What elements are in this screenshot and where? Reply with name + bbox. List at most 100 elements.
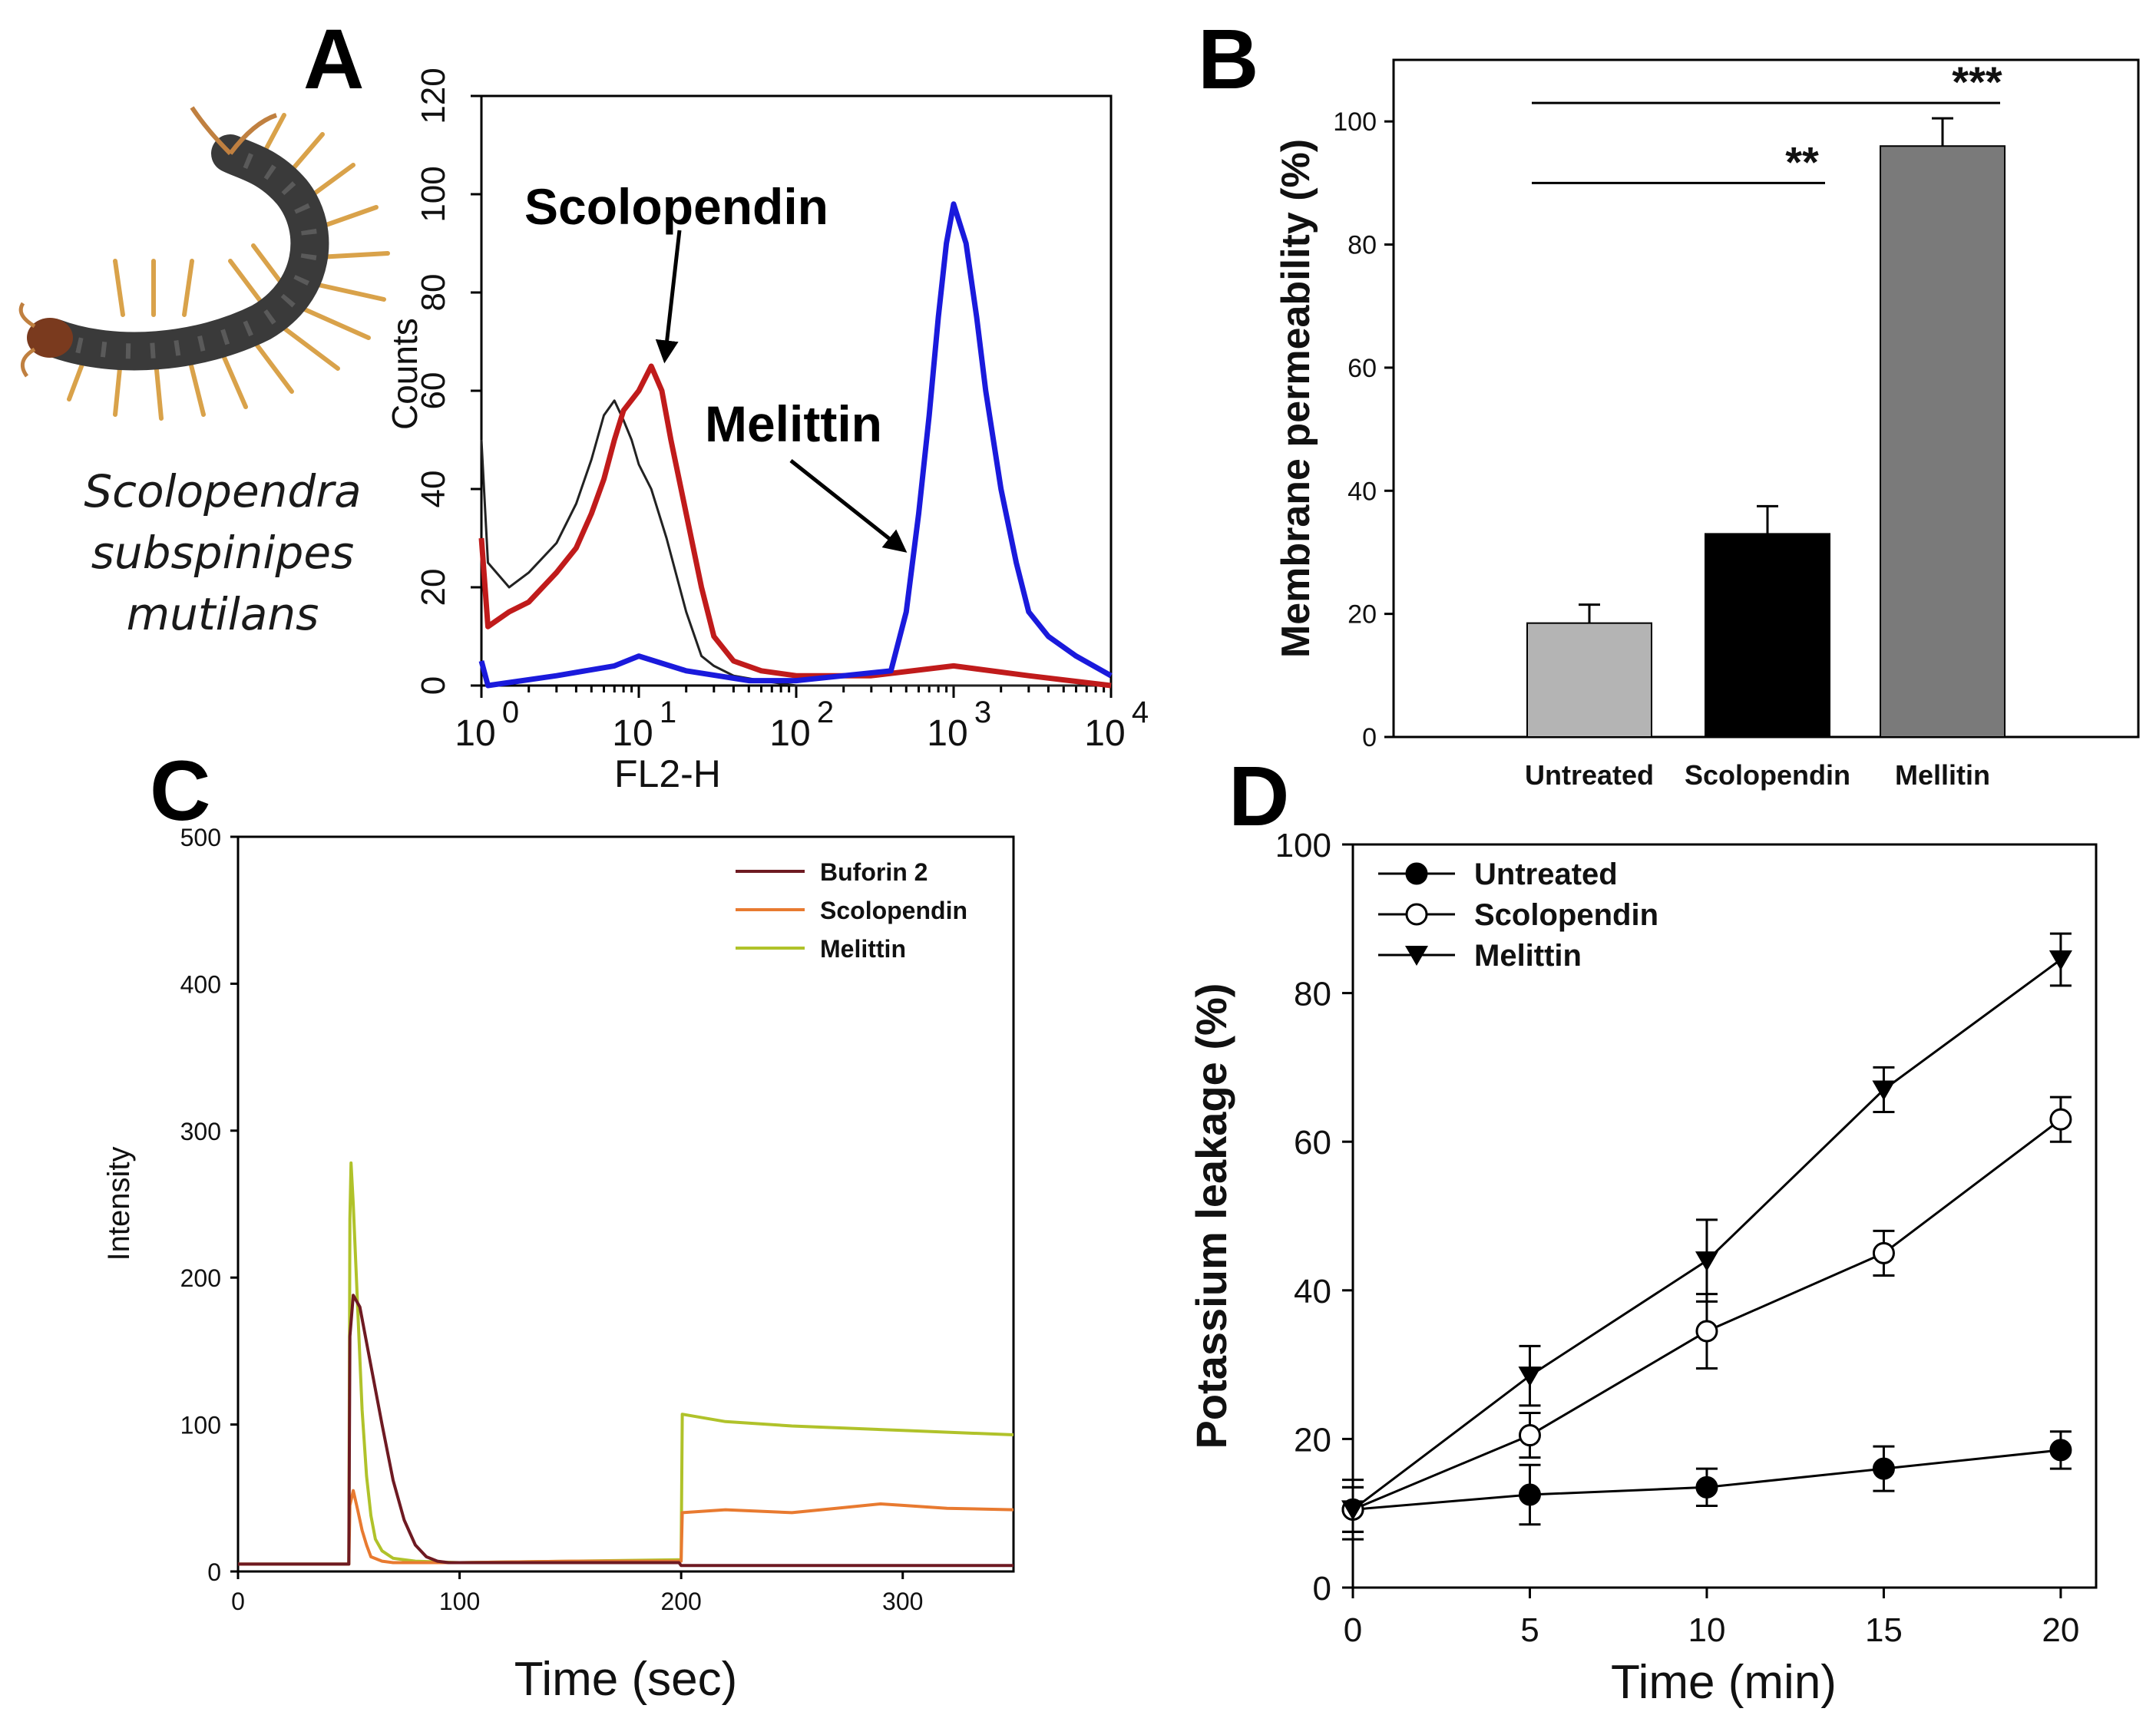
panel-c-y-tick-label: 300: [180, 1118, 221, 1145]
panel-a-x-title: FL2-H: [614, 752, 721, 795]
panel-d-legend-label: Scolopendin: [1474, 898, 1658, 932]
panel-d-legend-label: Melittin: [1474, 939, 1582, 973]
panel-d-marker-filled-circle: [1518, 1483, 1541, 1506]
panel-a-y-ticks: 0 20 40 60 80 100 120: [415, 68, 481, 695]
panel-d-y-tick-label: 100: [1275, 827, 1331, 864]
panel-a-x-tick-label: 10: [612, 713, 653, 754]
panel-d-y-tick-label: 20: [1294, 1421, 1331, 1459]
panel-b-category-label: Mellitin: [1895, 759, 1990, 791]
panel-c-series-line-buforin-2: [238, 1294, 1014, 1568]
panel-c-x-title: Time (sec): [514, 1653, 737, 1706]
panel-a-y-tick-label: 0: [415, 676, 452, 695]
panel-c-series-line-scolopendin: [238, 1489, 1014, 1566]
panel-b-y-ticks: 0 20 40 60 80 100: [1333, 107, 1394, 752]
panel-a-arrows: [655, 230, 908, 553]
panel-c-y-ticks: 0 100 200 300 400 500: [180, 824, 238, 1586]
panel-a-x-tick-exponent: 4: [1132, 696, 1149, 729]
panel-b-category-label: Untreated: [1525, 759, 1654, 791]
panel-c-x-tick-label: 0: [231, 1588, 245, 1615]
panel-d-legend-label: Untreated: [1474, 858, 1618, 891]
panel-b-y-tick-label: 80: [1348, 231, 1377, 260]
panel-d-marker-triangle: [1872, 1080, 1896, 1101]
panel-b-y-tick-label: 60: [1348, 354, 1377, 383]
panel-d-marker-triangle: [1405, 946, 1428, 966]
panel-a-annotation-melittin: Melittin: [705, 395, 882, 452]
panel-d-marker-triangle: [1695, 1251, 1718, 1272]
panel-b-bar-untreated: [1526, 622, 1652, 738]
species-genus: Scolopendra: [84, 465, 362, 517]
panel-c-y-tick-label: 200: [180, 1264, 221, 1292]
panel-c-chart: 0 100 200 300 400 500 0 100 200 300 Buforin 2 Sco…: [102, 824, 1015, 1706]
panel-c-series-line-melittin: [238, 1161, 1014, 1566]
panel-a-y-tick-label: 120: [415, 68, 452, 124]
panel-b-bar-scolopendin: [1705, 533, 1830, 739]
panel-a-arrow-scolopendin: [655, 230, 682, 364]
panel-b-significance-label: **: [1785, 137, 1819, 186]
panel-a-y-tick-label: 40: [415, 471, 452, 508]
panel-d-marker-open-circle: [1518, 1424, 1541, 1447]
panel-a-y-tick-label: 100: [415, 166, 452, 222]
panel-b-y-tick-label: 100: [1333, 107, 1377, 137]
species-subspecies: mutilans: [126, 588, 319, 640]
panel-a-arrow-melittin: [789, 459, 908, 553]
panel-d-marker-triangle: [2049, 950, 2072, 971]
panel-a-series-line-melittin: [478, 201, 1113, 689]
panel-b-y-title: Membrane permeability (%): [1274, 139, 1318, 658]
centipede-illustration: [18, 106, 390, 421]
panel-a-annotation-scolopendin: Scolopendin: [524, 178, 828, 235]
panel-d-y-tick-label: 0: [1313, 1570, 1331, 1608]
panel-a-y-tick-label: 80: [415, 274, 452, 312]
panel-a-x-tick-label: 10: [927, 713, 967, 754]
panel-d-y-title: Potassium leakage (%): [1187, 983, 1235, 1449]
panel-d-x-tick-label: 5: [1520, 1611, 1539, 1649]
panel-b-category-label: Scolopendin: [1685, 759, 1850, 791]
panel-b-y-tick-label: 0: [1362, 723, 1377, 752]
panel-b-bars: Untreated Scolopendin Mellitin: [1525, 117, 2006, 791]
panel-letter-b: B: [1198, 12, 1258, 107]
panel-d-x-title: Time (min): [1611, 1656, 1837, 1709]
panel-c-x-ticks: 0 100 200 300: [231, 1571, 923, 1615]
panel-d-marker-open-circle: [1405, 903, 1428, 926]
panel-a-series: [478, 201, 1113, 689]
panel-c-x-tick-label: 300: [882, 1588, 923, 1615]
panel-d-y-tick-label: 60: [1294, 1124, 1331, 1162]
panel-c-series: [238, 1161, 1014, 1568]
panel-a-series-line-scolopendin: [478, 363, 1112, 689]
species-epithet: subspinipes: [91, 527, 355, 579]
panel-d-x-tick-label: 20: [2042, 1611, 2079, 1649]
panel-d-marker-triangle: [1341, 1500, 1364, 1521]
panel-letter-d: D: [1228, 749, 1289, 844]
panel-a-x-tick-exponent: 0: [502, 696, 519, 729]
panel-b-y-tick-label: 40: [1348, 477, 1377, 506]
panel-c-y-tick-label: 500: [180, 824, 221, 851]
panel-c-y-tick-label: 0: [207, 1558, 221, 1586]
panel-d-y-tick-label: 80: [1294, 976, 1331, 1013]
panel-d-y-ticks: 0 20 40 60 80 100: [1275, 827, 1353, 1608]
panel-a-x-tick-label: 10: [1084, 713, 1125, 754]
panel-c-y-title: Intensity: [102, 1147, 136, 1261]
panel-d-marker-filled-circle: [1405, 862, 1428, 885]
panel-d-marker-open-circle: [1695, 1320, 1718, 1343]
panel-d-marker-filled-circle: [2049, 1439, 2072, 1462]
panel-b-bar-mellitin: [1880, 145, 2006, 739]
panel-d-marker-filled-circle: [1872, 1457, 1895, 1480]
panel-c-y-tick-label: 100: [180, 1412, 221, 1439]
panel-d-marker-triangle: [1518, 1366, 1542, 1387]
panel-a-x-tick-label: 10: [455, 713, 495, 754]
panel-a-y-tick-label: 20: [415, 569, 452, 606]
panel-b-significance: *****: [1532, 58, 2002, 186]
panel-d-marker-filled-circle: [1695, 1476, 1718, 1499]
panel-b-significance-label: ***: [1952, 58, 2002, 106]
panel-a-x-tick-label: 10: [769, 713, 810, 754]
panel-b-chart: 0 20 40 60 80 100 Untreated Scolopendin Melliti…: [1274, 58, 2140, 791]
panel-d-frame: [1351, 843, 2098, 1589]
panel-d-x-ticks: 0 5 10 15 20: [1344, 1588, 2079, 1649]
panel-letter-a: A: [303, 12, 364, 107]
panel-d-legend: Untreated Scolopendin Melittin: [1378, 858, 1658, 973]
panel-c-x-tick-label: 100: [439, 1588, 480, 1615]
panel-d-marker-open-circle: [2049, 1108, 2072, 1131]
panel-d-chart: 0 20 40 60 80 100 0 5 10 15 20 Untreated Scolopend…: [1187, 827, 2098, 1709]
panel-letter-c: C: [150, 744, 210, 838]
